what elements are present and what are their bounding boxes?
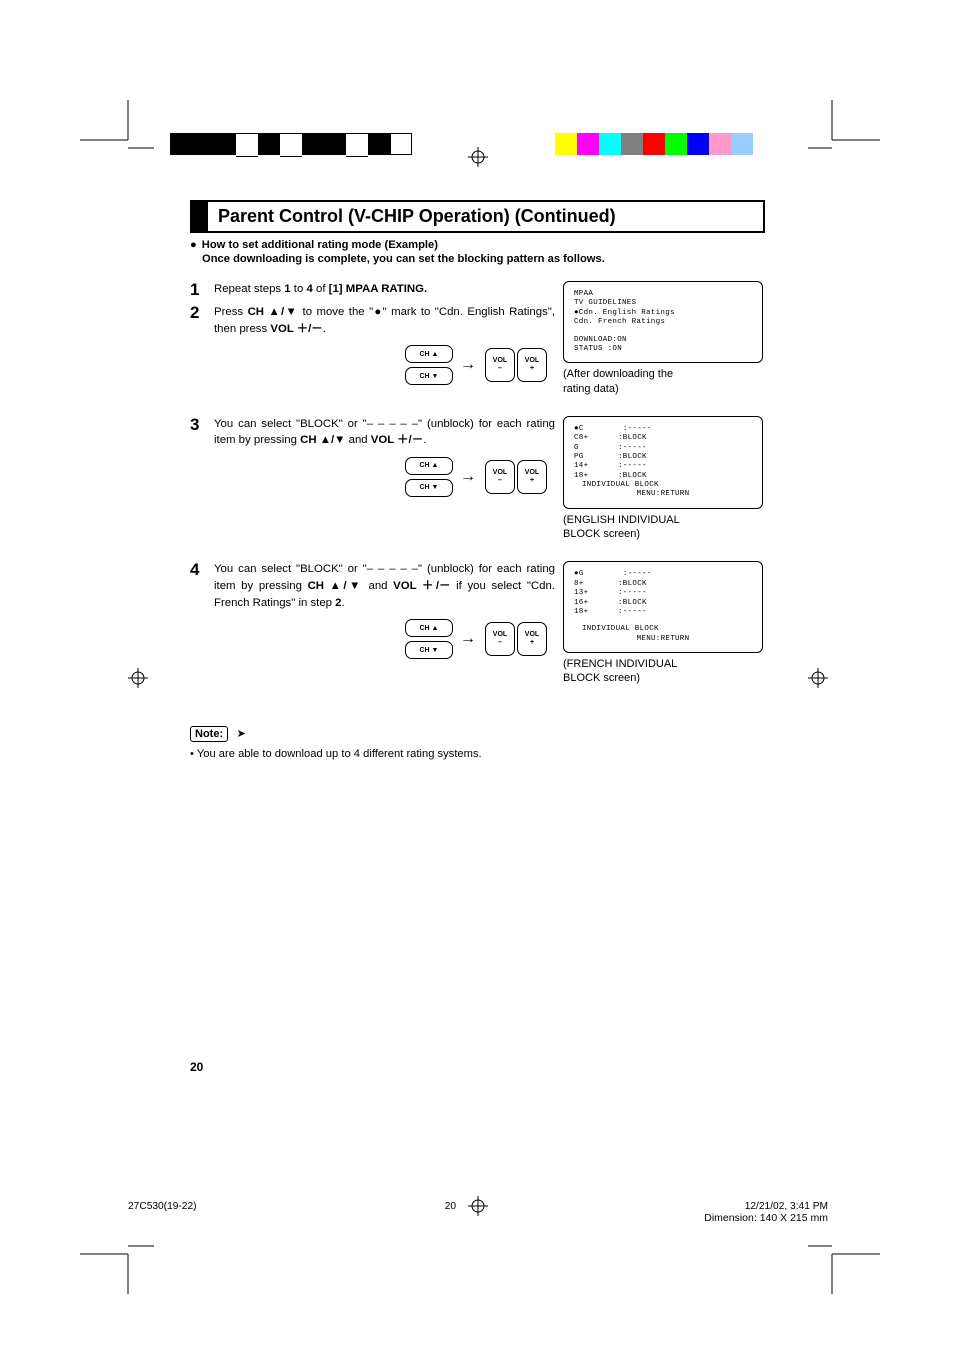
osd-caption-1a: (After downloading the (563, 367, 763, 381)
vol-plus-button[interactable]: VOL+ (517, 622, 547, 656)
footer-dimension: Dimension: 140 X 215 mm (704, 1212, 828, 1224)
button-cluster: CH ▲ CH ▼ → VOL– VOL+ (190, 619, 555, 659)
bullet-icon: ● (190, 239, 197, 251)
note-arrow-icon: ➤ (237, 728, 246, 740)
footer-timestamp: 12/21/02, 3:41 PM (745, 1201, 828, 1212)
page: Parent Control (V-CHIP Operation) (Conti… (0, 0, 954, 1351)
page-number: 20 (190, 1060, 765, 1074)
step-block-4: 4 You can select "BLOCK" or "– – – – –" … (190, 561, 765, 685)
intro-text-1: How to set additional rating mode (Examp… (202, 239, 438, 251)
section-header: Parent Control (V-CHIP Operation) (Conti… (190, 200, 765, 233)
crop-corner-tr (800, 100, 880, 185)
crop-corner-br (800, 1224, 880, 1309)
note-section: Note: ➤ • You are able to download up to… (190, 706, 765, 760)
osd-panel-1: MPAA TV GUIDELINES ●Cdn. English Ratings… (563, 281, 763, 396)
arrow-icon: → (460, 468, 476, 486)
note-label: Note: (190, 726, 228, 742)
color-bar-gray (170, 133, 412, 155)
button-cluster: CH ▲ CH ▼ → VOL– VOL+ (190, 345, 555, 385)
ch-up-button[interactable]: CH ▲ (405, 619, 453, 637)
note-text: • You are able to download up to 4 diffe… (190, 748, 765, 760)
step-left-col: 4 You can select "BLOCK" or "– – – – –" … (190, 561, 555, 659)
vol-plus-button[interactable]: VOL+ (517, 460, 547, 494)
ch-buttons: CH ▲ CH ▼ (405, 345, 453, 385)
ch-down-button[interactable]: CH ▼ (405, 367, 453, 385)
step-number: 2 (190, 304, 214, 337)
crop-corner-bl (80, 1224, 160, 1309)
registration-mark-top (468, 147, 488, 172)
step-2: 2 Press CH ▲/▼ to move the "●" mark to "… (190, 304, 555, 337)
vol-minus-button[interactable]: VOL– (485, 622, 515, 656)
ch-buttons: CH ▲ CH ▼ (405, 619, 453, 659)
button-cluster: CH ▲ CH ▼ → VOL– VOL+ (190, 457, 555, 497)
vol-plus-button[interactable]: VOL+ (517, 348, 547, 382)
osd-caption-3a: (FRENCH INDIVIDUAL (563, 657, 763, 671)
step-left-col: 3 You can select "BLOCK" or "– – – – –" … (190, 416, 555, 497)
step-body: You can select "BLOCK" or "– – – – –" (u… (214, 561, 555, 611)
osd-caption-3b: BLOCK screen) (563, 671, 763, 685)
osd-panel-2: ●C:----- C8+:BLOCK G:----- PG:BLOCK 14+:… (563, 416, 763, 542)
vol-minus-button[interactable]: VOL– (485, 460, 515, 494)
section-title: Parent Control (V-CHIP Operation) (Conti… (218, 206, 616, 226)
ch-up-button[interactable]: CH ▲ (405, 345, 453, 363)
step-1: 1 Repeat steps 1 to 4 of [1] MPAA RATING… (190, 281, 555, 298)
registration-mark-left (128, 668, 148, 693)
step-3: 3 You can select "BLOCK" or "– – – – –" … (190, 416, 555, 449)
ch-buttons: CH ▲ CH ▼ (405, 457, 453, 497)
osd-screen-1: MPAA TV GUIDELINES ●Cdn. English Ratings… (563, 281, 763, 363)
step-body: You can select "BLOCK" or "– – – – –" (u… (214, 416, 555, 449)
ch-up-button[interactable]: CH ▲ (405, 457, 453, 475)
intro-line-1: ● How to set additional rating mode (Exa… (190, 239, 765, 251)
arrow-icon: → (460, 630, 476, 648)
step-block-3: 3 You can select "BLOCK" or "– – – – –" … (190, 416, 765, 542)
step-number: 1 (190, 281, 214, 298)
ch-down-button[interactable]: CH ▼ (405, 641, 453, 659)
osd-screen-2: ●C:----- C8+:BLOCK G:----- PG:BLOCK 14+:… (563, 416, 763, 509)
osd-caption-2b: BLOCK screen) (563, 527, 763, 541)
osd-caption-2a: (ENGLISH INDIVIDUAL (563, 513, 763, 527)
crop-corner-tl (80, 100, 160, 185)
step-number: 3 (190, 416, 214, 449)
step-number: 4 (190, 561, 214, 611)
step-left-col: 1 Repeat steps 1 to 4 of [1] MPAA RATING… (190, 281, 555, 385)
footer-filename: 27C530(19-22) (128, 1201, 197, 1224)
step-4: 4 You can select "BLOCK" or "– – – – –" … (190, 561, 555, 611)
footer: 27C530(19-22) 20 12/21/02, 3:41 PM Dimen… (128, 1201, 828, 1224)
ch-down-button[interactable]: CH ▼ (405, 479, 453, 497)
arrow-icon: → (460, 356, 476, 374)
footer-page: 20 (445, 1201, 456, 1224)
intro-text-2: Once downloading is complete, you can se… (202, 253, 765, 265)
vol-minus-button[interactable]: VOL– (485, 348, 515, 382)
content-area: Parent Control (V-CHIP Operation) (Conti… (190, 200, 765, 1074)
step-block-1-2: 1 Repeat steps 1 to 4 of [1] MPAA RATING… (190, 281, 765, 396)
registration-mark-right (808, 668, 828, 693)
osd-caption-1b: rating data) (563, 382, 763, 396)
step-body: Press CH ▲/▼ to move the "●" mark to "Cd… (214, 304, 555, 337)
step-body: Repeat steps 1 to 4 of [1] MPAA RATING. (214, 281, 555, 298)
osd-panel-3: ●G:----- 8+:BLOCK 13+:----- 16+:BLOCK 18… (563, 561, 763, 685)
osd-screen-3: ●G:----- 8+:BLOCK 13+:----- 16+:BLOCK 18… (563, 561, 763, 653)
color-bar-cmyk (555, 133, 753, 155)
